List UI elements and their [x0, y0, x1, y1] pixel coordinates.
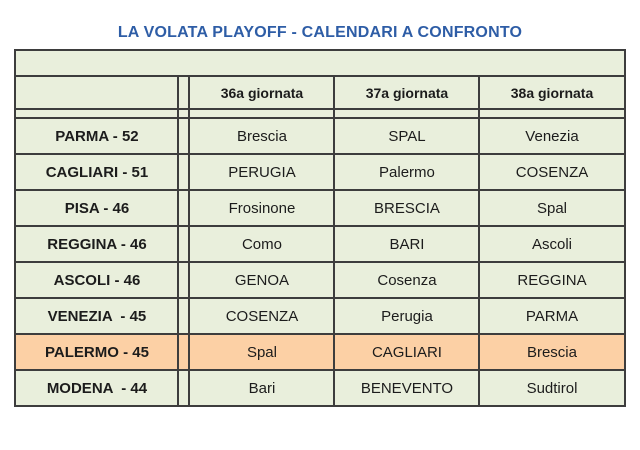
match-cell-38a: Sudtirol [478, 369, 626, 407]
table-row-parma: PARMA - 52 Brescia SPAL Venezia [14, 117, 626, 155]
team-cell: PISA - 46 [14, 189, 180, 227]
playoff-calendar-table: 36a giornata 37a giornata 38a giornata P… [14, 49, 626, 407]
match-cell-36a: Como [188, 225, 336, 263]
match-cell-38a: REGGINA [478, 261, 626, 299]
table-row-cagliari: CAGLIARI - 51 PERUGIA Palermo COSENZA [14, 153, 626, 191]
header-row: 36a giornata 37a giornata 38a giornata [14, 75, 626, 110]
match-cell-38a: Venezia [478, 117, 626, 155]
match-cell-37a: Perugia [333, 297, 481, 335]
match-cell-37a: CAGLIARI [333, 333, 481, 371]
spacer-cell [14, 108, 180, 119]
table-row-ascoli: ASCOLI - 46 GENOA Cosenza REGGINA [14, 261, 626, 299]
match-cell-36a: PERUGIA [188, 153, 336, 191]
match-cell-38a: COSENZA [478, 153, 626, 191]
match-cell-37a: SPAL [333, 117, 481, 155]
empty-top-row [14, 49, 626, 77]
gap-cell [177, 369, 191, 407]
spacer-cell [188, 108, 336, 119]
match-cell-38a: Spal [478, 189, 626, 227]
gap-cell [177, 261, 191, 299]
table-row-pisa: PISA - 46 Frosinone BRESCIA Spal [14, 189, 626, 227]
team-cell: VENEZIA - 45 [14, 297, 180, 335]
gap-cell [177, 333, 191, 371]
page-title: LA VOLATA PLAYOFF - CALENDARI A CONFRONT… [117, 24, 523, 41]
gap-cell [177, 153, 191, 191]
gap-cell [177, 297, 191, 335]
gap-cell [177, 117, 191, 155]
column-header-37a: 37a giornata [333, 75, 481, 110]
team-cell: PALERMO - 45 [14, 333, 180, 371]
match-cell-36a: Bari [188, 369, 336, 407]
match-cell-36a: Spal [188, 333, 336, 371]
match-cell-38a: PARMA [478, 297, 626, 335]
empty-top-cell [14, 49, 626, 77]
column-header-36a: 36a giornata [188, 75, 336, 110]
match-cell-37a: BENEVENTO [333, 369, 481, 407]
team-cell: REGGINA - 46 [14, 225, 180, 263]
table-row-reggina: REGGINA - 46 Como BARI Ascoli [14, 225, 626, 263]
gap-cell [177, 189, 191, 227]
spacer-cell [333, 108, 481, 119]
match-cell-36a: Brescia [188, 117, 336, 155]
match-cell-36a: COSENZA [188, 297, 336, 335]
spacer-cell [478, 108, 626, 119]
spacer-cell [177, 108, 191, 119]
team-cell: MODENA - 44 [14, 369, 180, 407]
team-cell: PARMA - 52 [14, 117, 180, 155]
header-team-cell-empty [14, 75, 180, 110]
match-cell-36a: Frosinone [188, 189, 336, 227]
team-cell: CAGLIARI - 51 [14, 153, 180, 191]
table-row-venezia: VENEZIA - 45 COSENZA Perugia PARMA [14, 297, 626, 335]
gap-cell [177, 225, 191, 263]
column-header-38a: 38a giornata [478, 75, 626, 110]
match-cell-38a: Ascoli [478, 225, 626, 263]
gap-cell [177, 75, 191, 110]
team-cell: ASCOLI - 46 [14, 261, 180, 299]
match-cell-37a: Cosenza [333, 261, 481, 299]
match-cell-37a: Palermo [333, 153, 481, 191]
spacer-row [14, 108, 626, 119]
match-cell-37a: BARI [333, 225, 481, 263]
match-cell-38a: Brescia [478, 333, 626, 371]
table-row-modena: MODENA - 44 Bari BENEVENTO Sudtirol [14, 369, 626, 407]
match-cell-37a: BRESCIA [333, 189, 481, 227]
table-row-palermo-highlighted: PALERMO - 45 Spal CAGLIARI Brescia [14, 333, 626, 371]
match-cell-36a: GENOA [188, 261, 336, 299]
